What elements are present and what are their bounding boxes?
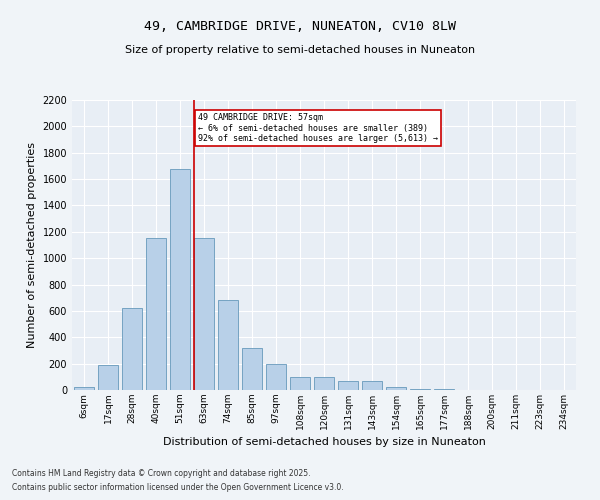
Y-axis label: Number of semi-detached properties: Number of semi-detached properties <box>27 142 37 348</box>
Bar <box>338 382 358 390</box>
Bar <box>362 382 382 390</box>
Text: Contains HM Land Registry data © Crown copyright and database right 2025.: Contains HM Land Registry data © Crown c… <box>12 468 311 477</box>
Text: 49, CAMBRIDGE DRIVE, NUNEATON, CV10 8LW: 49, CAMBRIDGE DRIVE, NUNEATON, CV10 8LW <box>144 20 456 33</box>
Text: Size of property relative to semi-detached houses in Nuneaton: Size of property relative to semi-detach… <box>125 45 475 55</box>
Bar <box>98 365 118 390</box>
Text: 49 CAMBRIDGE DRIVE: 57sqm
← 6% of semi-detached houses are smaller (389)
92% of : 49 CAMBRIDGE DRIVE: 57sqm ← 6% of semi-d… <box>198 113 438 143</box>
Bar <box>194 238 214 390</box>
Bar <box>290 377 310 390</box>
Bar <box>170 168 190 390</box>
Bar <box>242 348 262 390</box>
Bar <box>218 300 238 390</box>
Bar <box>266 364 286 390</box>
Bar <box>146 238 166 390</box>
Bar <box>74 386 94 390</box>
Text: Contains public sector information licensed under the Open Government Licence v3: Contains public sector information licen… <box>12 484 344 492</box>
Bar <box>122 308 142 390</box>
X-axis label: Distribution of semi-detached houses by size in Nuneaton: Distribution of semi-detached houses by … <box>163 438 485 448</box>
Bar <box>314 378 334 390</box>
Bar <box>386 386 406 390</box>
